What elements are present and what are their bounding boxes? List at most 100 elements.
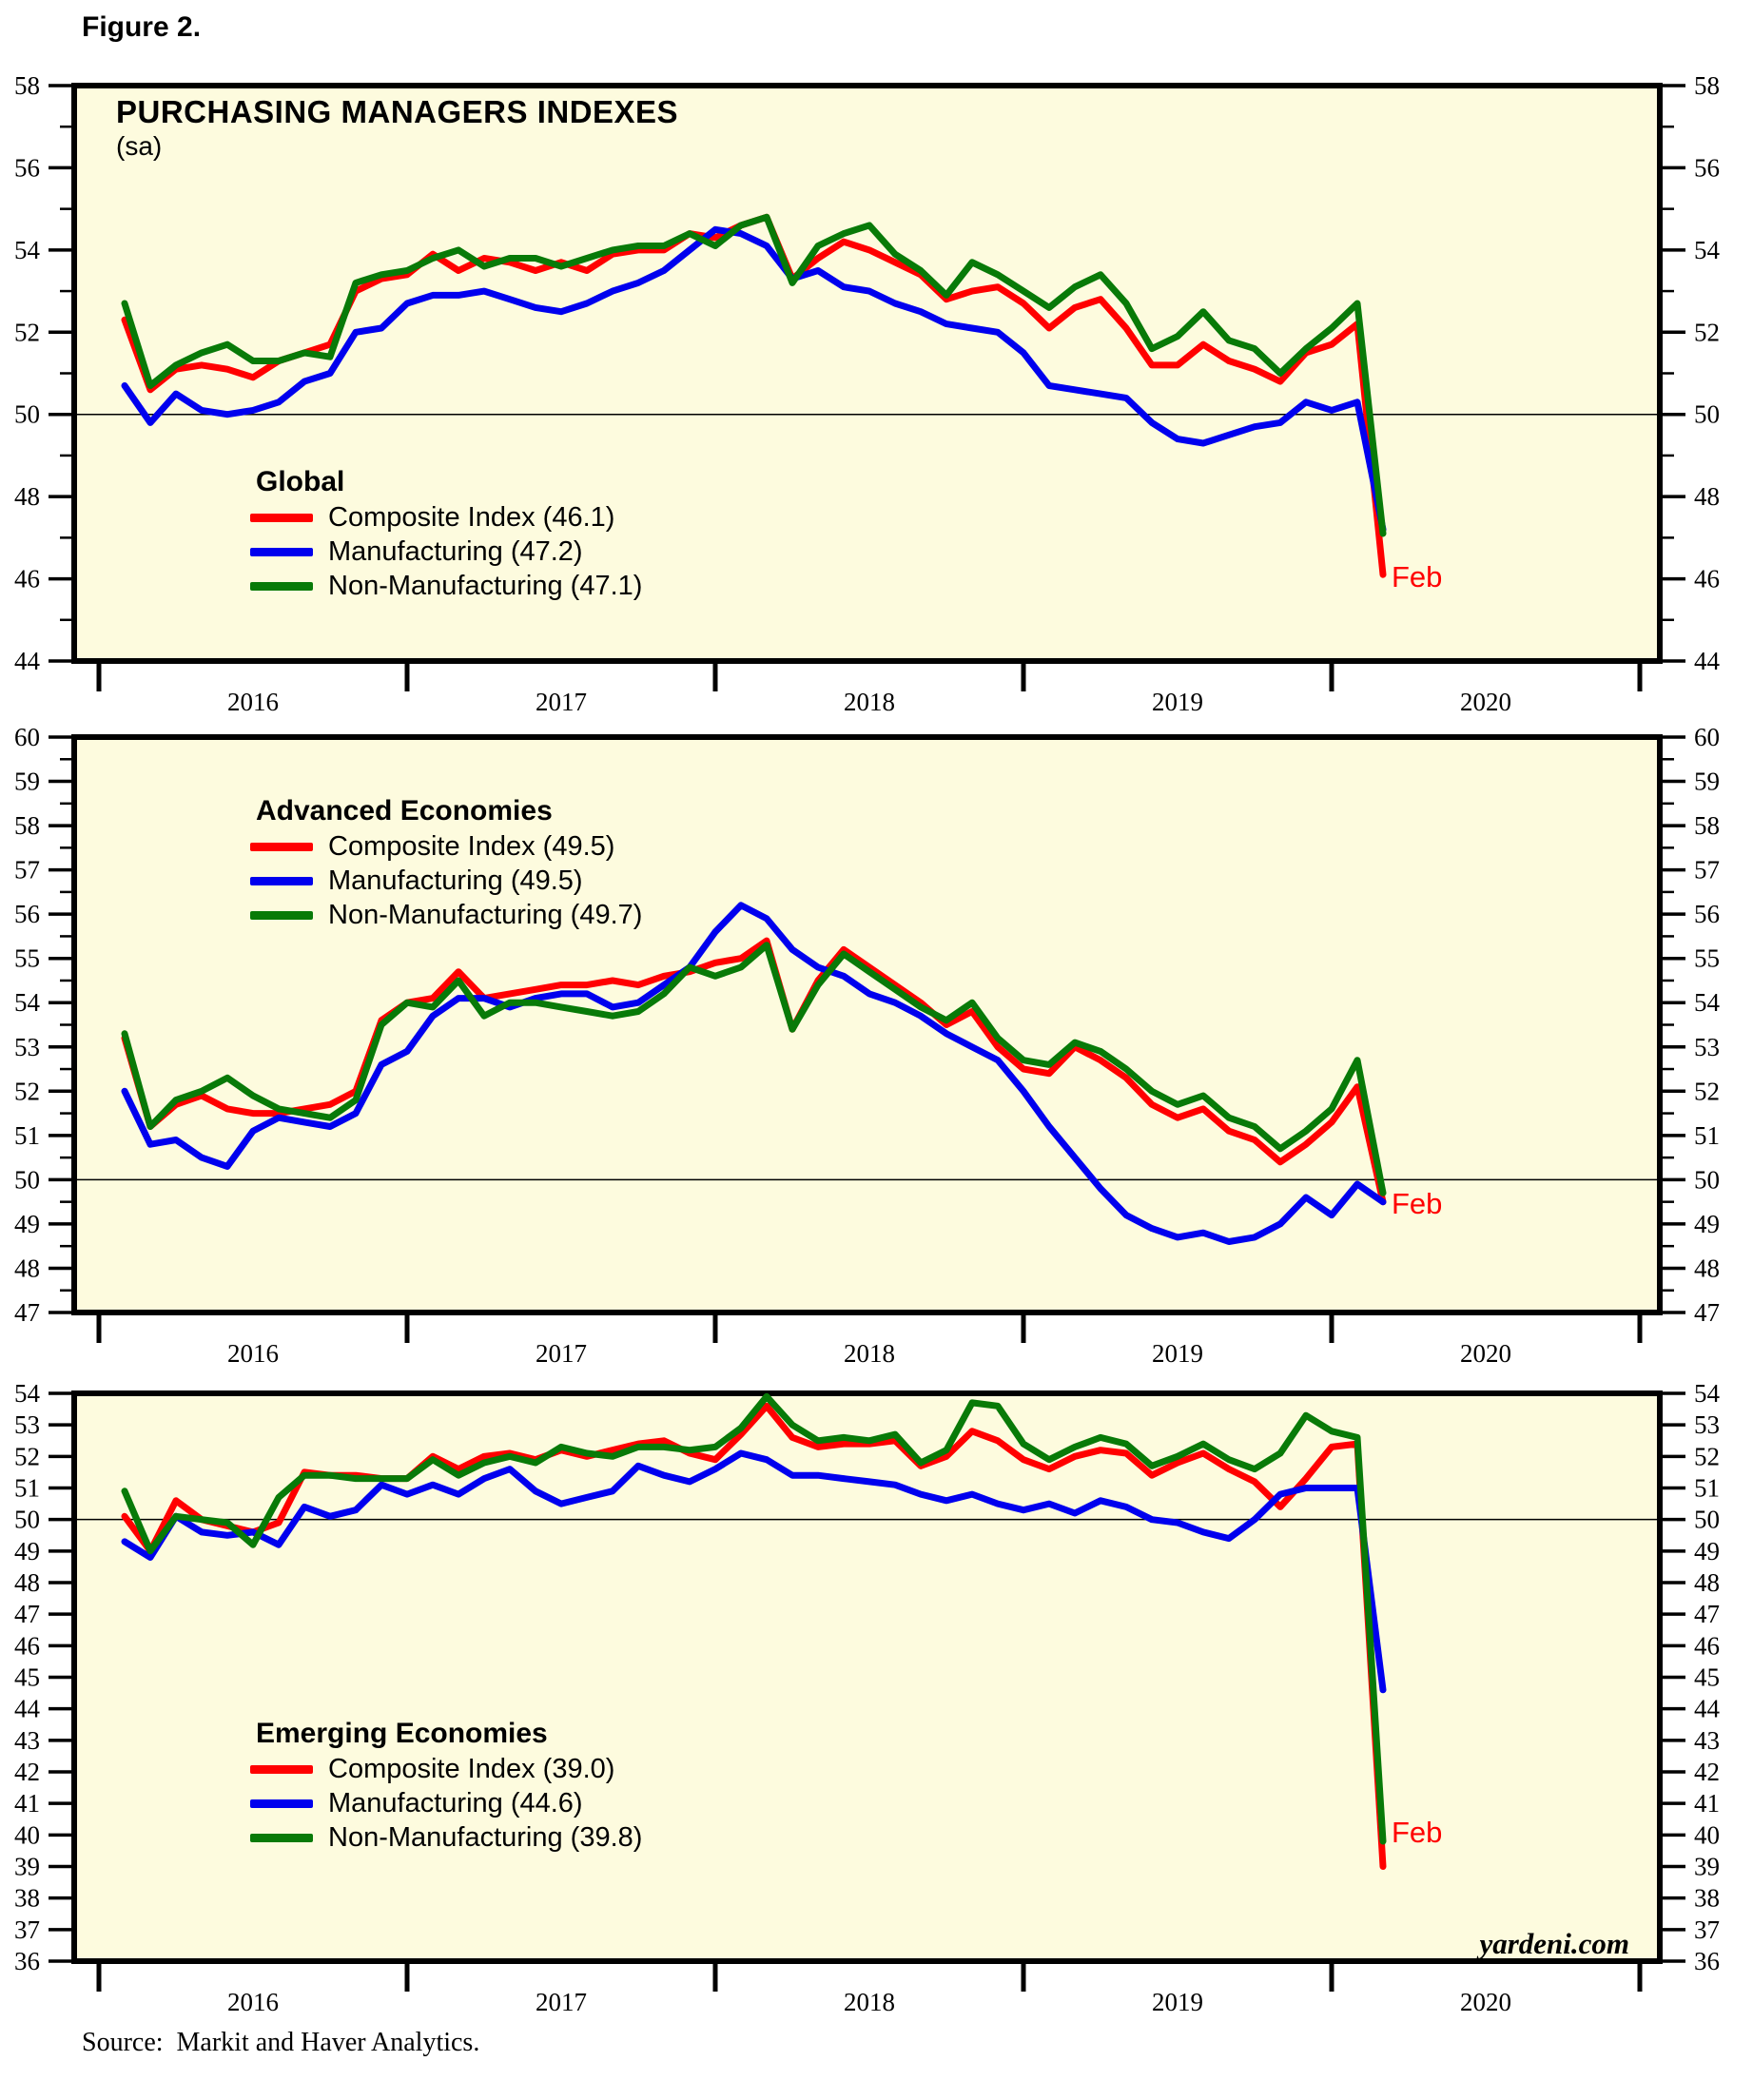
feb-annotation-emerging: Feb — [1392, 1816, 1443, 1849]
figure-number-label: Figure 2. — [82, 11, 202, 43]
svg-text:59: 59 — [1694, 768, 1720, 796]
svg-text:48: 48 — [14, 1568, 40, 1597]
svg-text:47: 47 — [14, 1298, 40, 1327]
svg-text:42: 42 — [14, 1758, 40, 1786]
svg-text:51: 51 — [14, 1474, 40, 1503]
manufacturing-line-swatch — [250, 876, 313, 885]
legend-label-non-manufacturing: Non-Manufacturing (47.1) — [328, 570, 643, 601]
svg-text:56: 56 — [1694, 900, 1720, 928]
svg-text:2016: 2016 — [227, 688, 279, 716]
svg-text:58: 58 — [14, 71, 40, 100]
svg-text:45: 45 — [14, 1663, 40, 1692]
svg-text:40: 40 — [1694, 1820, 1720, 1849]
legend-advanced-economies: Advanced Economies Composite Index (49.5… — [250, 795, 642, 932]
svg-text:39: 39 — [14, 1853, 40, 1881]
svg-text:50: 50 — [1694, 1506, 1720, 1534]
yardeni-watermark: yardeni.com — [1479, 1927, 1629, 1960]
svg-text:2018: 2018 — [844, 1339, 895, 1368]
legend-label-composite: Composite Index (46.1) — [328, 501, 615, 533]
svg-text:59: 59 — [14, 768, 40, 796]
svg-text:50: 50 — [14, 1165, 40, 1194]
svg-text:2016: 2016 — [227, 1988, 279, 2016]
legend-item-composite: Composite Index (49.5) — [250, 829, 642, 864]
legend-label-composite: Composite Index (39.0) — [328, 1753, 615, 1784]
svg-text:60: 60 — [14, 723, 40, 751]
svg-text:55: 55 — [1694, 944, 1720, 973]
svg-text:47: 47 — [1694, 1600, 1720, 1628]
svg-text:46: 46 — [1694, 1631, 1720, 1660]
svg-text:49: 49 — [1694, 1537, 1720, 1565]
composite-line-swatch — [250, 1764, 313, 1774]
composite-line-swatch — [250, 513, 313, 522]
svg-text:46: 46 — [14, 565, 40, 593]
svg-text:54: 54 — [1694, 988, 1721, 1017]
legend-title-emerging-economies: Emerging Economies — [256, 1718, 548, 1749]
non-manufacturing-line-swatch — [250, 1833, 313, 1842]
svg-text:54: 54 — [14, 988, 41, 1017]
feb-annotation-global: Feb — [1392, 560, 1443, 593]
svg-text:48: 48 — [14, 482, 40, 511]
svg-text:48: 48 — [14, 1254, 40, 1282]
legend-item-non-manufacturing: Non-Manufacturing (49.7) — [250, 898, 642, 932]
svg-text:49: 49 — [14, 1537, 40, 1565]
svg-text:52: 52 — [1694, 318, 1720, 346]
svg-text:37: 37 — [14, 1915, 40, 1944]
svg-text:57: 57 — [14, 856, 40, 885]
svg-text:38: 38 — [14, 1884, 40, 1913]
manufacturing-line-swatch — [250, 1799, 313, 1808]
svg-text:2017: 2017 — [536, 688, 587, 716]
chart-subtitle-sa: (sa) — [116, 131, 163, 161]
svg-text:48: 48 — [1694, 1254, 1720, 1282]
svg-text:56: 56 — [1694, 153, 1720, 182]
svg-text:43: 43 — [14, 1726, 40, 1755]
composite-line-swatch — [250, 842, 313, 851]
svg-text:53: 53 — [1694, 1410, 1720, 1439]
svg-text:58: 58 — [1694, 71, 1720, 100]
svg-text:50: 50 — [14, 400, 40, 429]
svg-text:38: 38 — [1694, 1884, 1720, 1913]
svg-text:2019: 2019 — [1152, 688, 1203, 716]
svg-text:57: 57 — [1694, 856, 1720, 885]
legend-title-global: Global — [256, 466, 345, 497]
legend-label-manufacturing: Manufacturing (44.6) — [328, 1787, 583, 1818]
legend-item-non-manufacturing: Non-Manufacturing (39.8) — [250, 1820, 642, 1855]
svg-text:41: 41 — [14, 1789, 40, 1818]
svg-text:44: 44 — [1694, 647, 1721, 675]
svg-text:58: 58 — [1694, 811, 1720, 840]
svg-text:2020: 2020 — [1460, 1988, 1511, 2016]
svg-text:52: 52 — [1694, 1442, 1720, 1470]
svg-text:50: 50 — [14, 1506, 40, 1534]
non-manufacturing-line-swatch — [250, 910, 313, 920]
legend-label-non-manufacturing: Non-Manufacturing (39.8) — [328, 1821, 643, 1853]
svg-text:39: 39 — [1694, 1853, 1720, 1881]
legend-title-advanced-economies: Advanced Economies — [256, 795, 553, 826]
svg-text:49: 49 — [14, 1210, 40, 1238]
legend-label-composite: Composite Index (49.5) — [328, 830, 615, 862]
source-attribution: Source: Markit and Haver Analytics. — [82, 2028, 480, 2057]
svg-text:2018: 2018 — [844, 1988, 895, 2016]
svg-text:2020: 2020 — [1460, 1339, 1511, 1368]
svg-text:41: 41 — [1694, 1789, 1720, 1818]
svg-text:54: 54 — [14, 1379, 41, 1408]
svg-text:2018: 2018 — [844, 688, 895, 716]
svg-text:53: 53 — [14, 1033, 40, 1061]
legend-item-composite: Composite Index (39.0) — [250, 1752, 642, 1786]
legend-label-manufacturing: Manufacturing (47.2) — [328, 535, 583, 567]
svg-text:52: 52 — [1694, 1077, 1720, 1105]
svg-text:43: 43 — [1694, 1726, 1720, 1755]
svg-text:50: 50 — [1694, 400, 1720, 429]
legend-item-manufacturing: Manufacturing (44.6) — [250, 1786, 642, 1820]
legend-emerging-economies: Emerging Economies Composite Index (39.0… — [250, 1718, 642, 1855]
svg-text:52: 52 — [14, 1077, 40, 1105]
svg-text:42: 42 — [1694, 1758, 1720, 1786]
svg-text:2019: 2019 — [1152, 1339, 1203, 1368]
manufacturing-line-swatch — [250, 547, 313, 556]
svg-text:50: 50 — [1694, 1165, 1720, 1194]
svg-text:2017: 2017 — [536, 1339, 587, 1368]
svg-text:53: 53 — [1694, 1033, 1720, 1061]
svg-text:54: 54 — [14, 236, 41, 264]
svg-text:54: 54 — [1694, 236, 1721, 264]
svg-text:47: 47 — [1694, 1298, 1720, 1327]
